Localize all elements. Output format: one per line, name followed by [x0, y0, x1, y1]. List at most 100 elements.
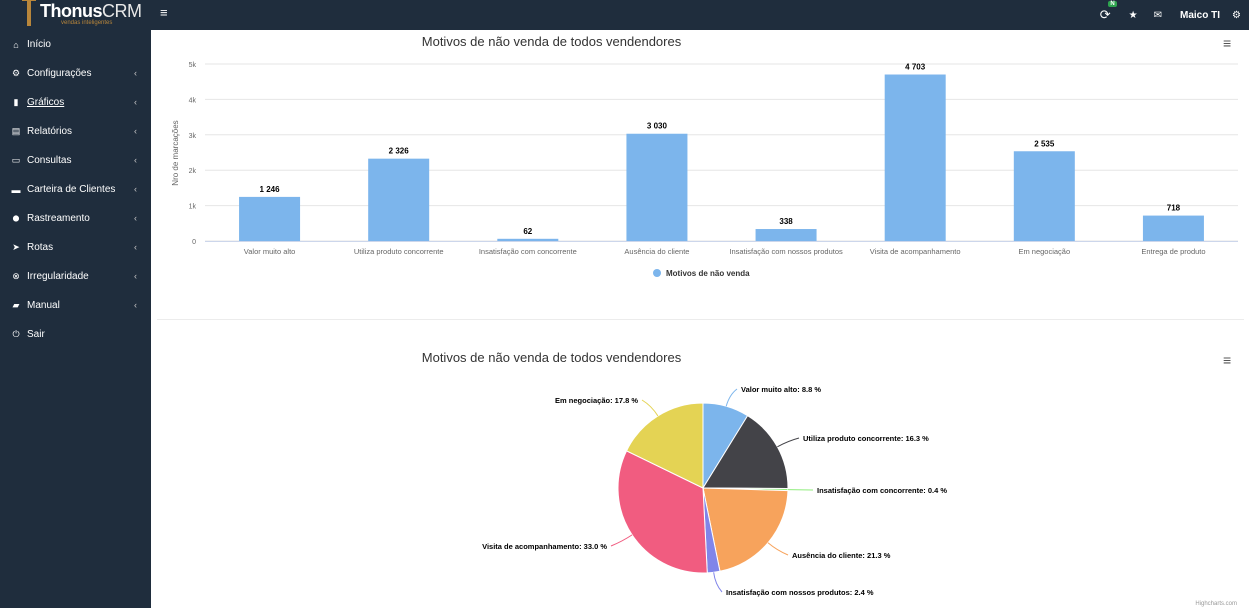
sidebar-item-2[interactable]: ▮ Gráficos ‹ [0, 88, 151, 117]
sidebar-item-label: Carteira de Clientes [27, 184, 116, 195]
bar-chart: 0 1k 2k 3k 4k 5k Nro de marcações 1 246 Valor mu… [171, 62, 1238, 278]
chevron-left-icon: ‹ [134, 155, 137, 165]
highcharts-credits[interactable]: Highcharts.com [1195, 601, 1237, 607]
chevron-left-icon: ‹ [134, 300, 137, 310]
chevron-left-icon: ‹ [134, 242, 137, 252]
x-tick-label: Insatisfação com concorrente [479, 247, 577, 256]
legend-marker[interactable] [653, 269, 661, 277]
y-tick-label: 2k [189, 168, 197, 175]
sidebar-item-0[interactable]: ⌂ Início [0, 30, 151, 59]
file-icon: ▤ [11, 126, 21, 136]
power-icon: ⏻ [12, 329, 20, 339]
x-tick-label: Em negociação [1018, 247, 1070, 256]
settings-gears-icon[interactable]: ⚙ [1232, 9, 1241, 21]
pie-slice-6[interactable] [625, 402, 704, 489]
sidebar-item-6[interactable]: ⬤ Rastreamento ‹ [0, 204, 151, 233]
sidebar-item-label: Irregularidade [27, 271, 89, 282]
sidebar-item-1[interactable]: ⚙ Configurações ‹ [0, 59, 151, 88]
sidebar-item-label: Gráficos [27, 97, 65, 108]
bar-5[interactable] [884, 74, 946, 242]
pie-chart: Valor muito alto: 8.8 % Utiliza produto c… [482, 385, 947, 597]
book-icon: ▰ [12, 300, 20, 310]
x-tick-label: Valor muito alto [244, 247, 296, 256]
bar-3[interactable] [626, 133, 688, 241]
sidebar-item-7[interactable]: ➤ Rotas ‹ [0, 233, 151, 262]
logo-tagline: vendas inteligentes [61, 20, 113, 26]
bar-value-label: 4 703 [905, 63, 926, 72]
pie-slice-3[interactable] [702, 487, 789, 572]
legend-label[interactable]: Motivos de não venda [666, 269, 750, 278]
chevron-left-icon: ‹ [134, 97, 137, 107]
app-logo[interactable]: ThonusCRM vendas inteligentes [0, 0, 151, 30]
bar-chart-menu-icon[interactable]: ≡ [1223, 35, 1232, 51]
refresh-icon[interactable]: ⟳ N [1099, 1, 1117, 22]
gears-icon: ⚙ [11, 68, 21, 78]
sidebar-item-label: Manual [27, 300, 60, 311]
top-navbar: ThonusCRM vendas inteligentes ≡ ⟳ N ★ ✉ M… [0, 0, 1249, 30]
sidebar-item-label: Rastreamento [27, 213, 90, 224]
star-icon[interactable]: ★ [1128, 9, 1138, 21]
y-axis-title: Nro de marcações [171, 120, 180, 185]
y-tick-label: 4k [189, 97, 197, 104]
bar-2[interactable] [497, 238, 559, 241]
sidebar-item-label: Relatórios [27, 126, 73, 137]
bar-value-label: 2 326 [389, 147, 410, 156]
times-circle-icon: ⊗ [12, 271, 20, 281]
bar-4[interactable] [755, 229, 817, 241]
pie-connector [713, 572, 723, 593]
sidebar-item-8[interactable]: ⊗ Irregularidade ‹ [0, 262, 151, 291]
x-tick-label: Visita de acompanhamento [870, 247, 961, 256]
x-tick-label: Ausência do cliente [624, 247, 689, 256]
pie-chart-menu-icon[interactable]: ≡ [1223, 352, 1232, 368]
sidebar-item-5[interactable]: ▬ Carteira de Clientes ‹ [0, 175, 151, 204]
chart-divider [157, 319, 1244, 320]
user-menu[interactable]: Maico TI [1180, 9, 1221, 21]
logo-mark-icon [22, 0, 36, 26]
sidebar-toggle-icon[interactable]: ≡ [160, 5, 168, 20]
sidebar-item-label: Consultas [27, 155, 72, 166]
sidebar-item-label: Rotas [27, 242, 54, 253]
pie-data-label: Valor muito alto: 8.8 % [741, 385, 821, 394]
x-tick-label: Utiliza produto concorrente [354, 247, 444, 256]
map-pin-icon: ⬤ [12, 216, 20, 222]
envelope-icon[interactable]: ✉ [1153, 9, 1163, 21]
pie-data-label: Utiliza produto concorrente: 16.3 % [803, 434, 929, 443]
pie-data-label: Insatisfação com nossos produtos: 2.4 % [726, 588, 874, 597]
y-tick-label: 1k [189, 204, 197, 211]
pie-data-label: Ausência do cliente: 21.3 % [792, 551, 891, 560]
sidebar-item-10[interactable]: ⏻ Sair [0, 320, 151, 349]
bar-value-label: 718 [1167, 204, 1181, 213]
pie-data-label: Visita de acompanhamento: 33.0 % [482, 542, 607, 551]
pie-chart-title: Motivos de não venda de todos vendendore… [421, 350, 682, 365]
y-tick-label: 0 [192, 239, 196, 246]
bar-value-label: 62 [523, 227, 532, 236]
pie-connector [610, 534, 633, 547]
x-tick-label: Entrega de produto [1141, 247, 1205, 256]
bar-value-label: 3 030 [647, 122, 668, 131]
bar-6[interactable] [1013, 151, 1075, 241]
pie-data-label: Em negociação: 17.8 % [555, 396, 638, 405]
sidebar-item-3[interactable]: ▤ Relatórios ‹ [0, 117, 151, 146]
bar-chart-icon: ▮ [13, 97, 19, 107]
pie-slice-1[interactable] [702, 414, 789, 490]
pie-connector [641, 399, 659, 417]
y-tick-label: 5k [189, 62, 197, 69]
home-icon: ⌂ [13, 39, 19, 50]
sidebar-item-4[interactable]: ▭ Consultas ‹ [0, 146, 151, 175]
notification-badge: N [1108, 1, 1117, 7]
chevron-left-icon: ‹ [134, 68, 137, 78]
list-icon: ▭ [11, 155, 21, 165]
bar-0[interactable] [239, 196, 301, 241]
pie-slice-5[interactable] [617, 450, 708, 574]
bar-chart-title: Motivos de não venda de todos vendendore… [421, 34, 682, 49]
send-icon: ➤ [12, 242, 20, 252]
bar-1[interactable] [368, 158, 430, 241]
bar-value-label: 1 246 [260, 185, 281, 194]
bar-value-label: 2 535 [1034, 139, 1055, 148]
sidebar-item-label: Configurações [27, 68, 92, 79]
sidebar-item-9[interactable]: ▰ Manual ‹ [0, 291, 151, 320]
bar-7[interactable] [1142, 215, 1204, 241]
briefcase-icon: ▬ [11, 184, 21, 195]
chevron-left-icon: ‹ [134, 271, 137, 281]
chevron-left-icon: ‹ [134, 184, 137, 194]
